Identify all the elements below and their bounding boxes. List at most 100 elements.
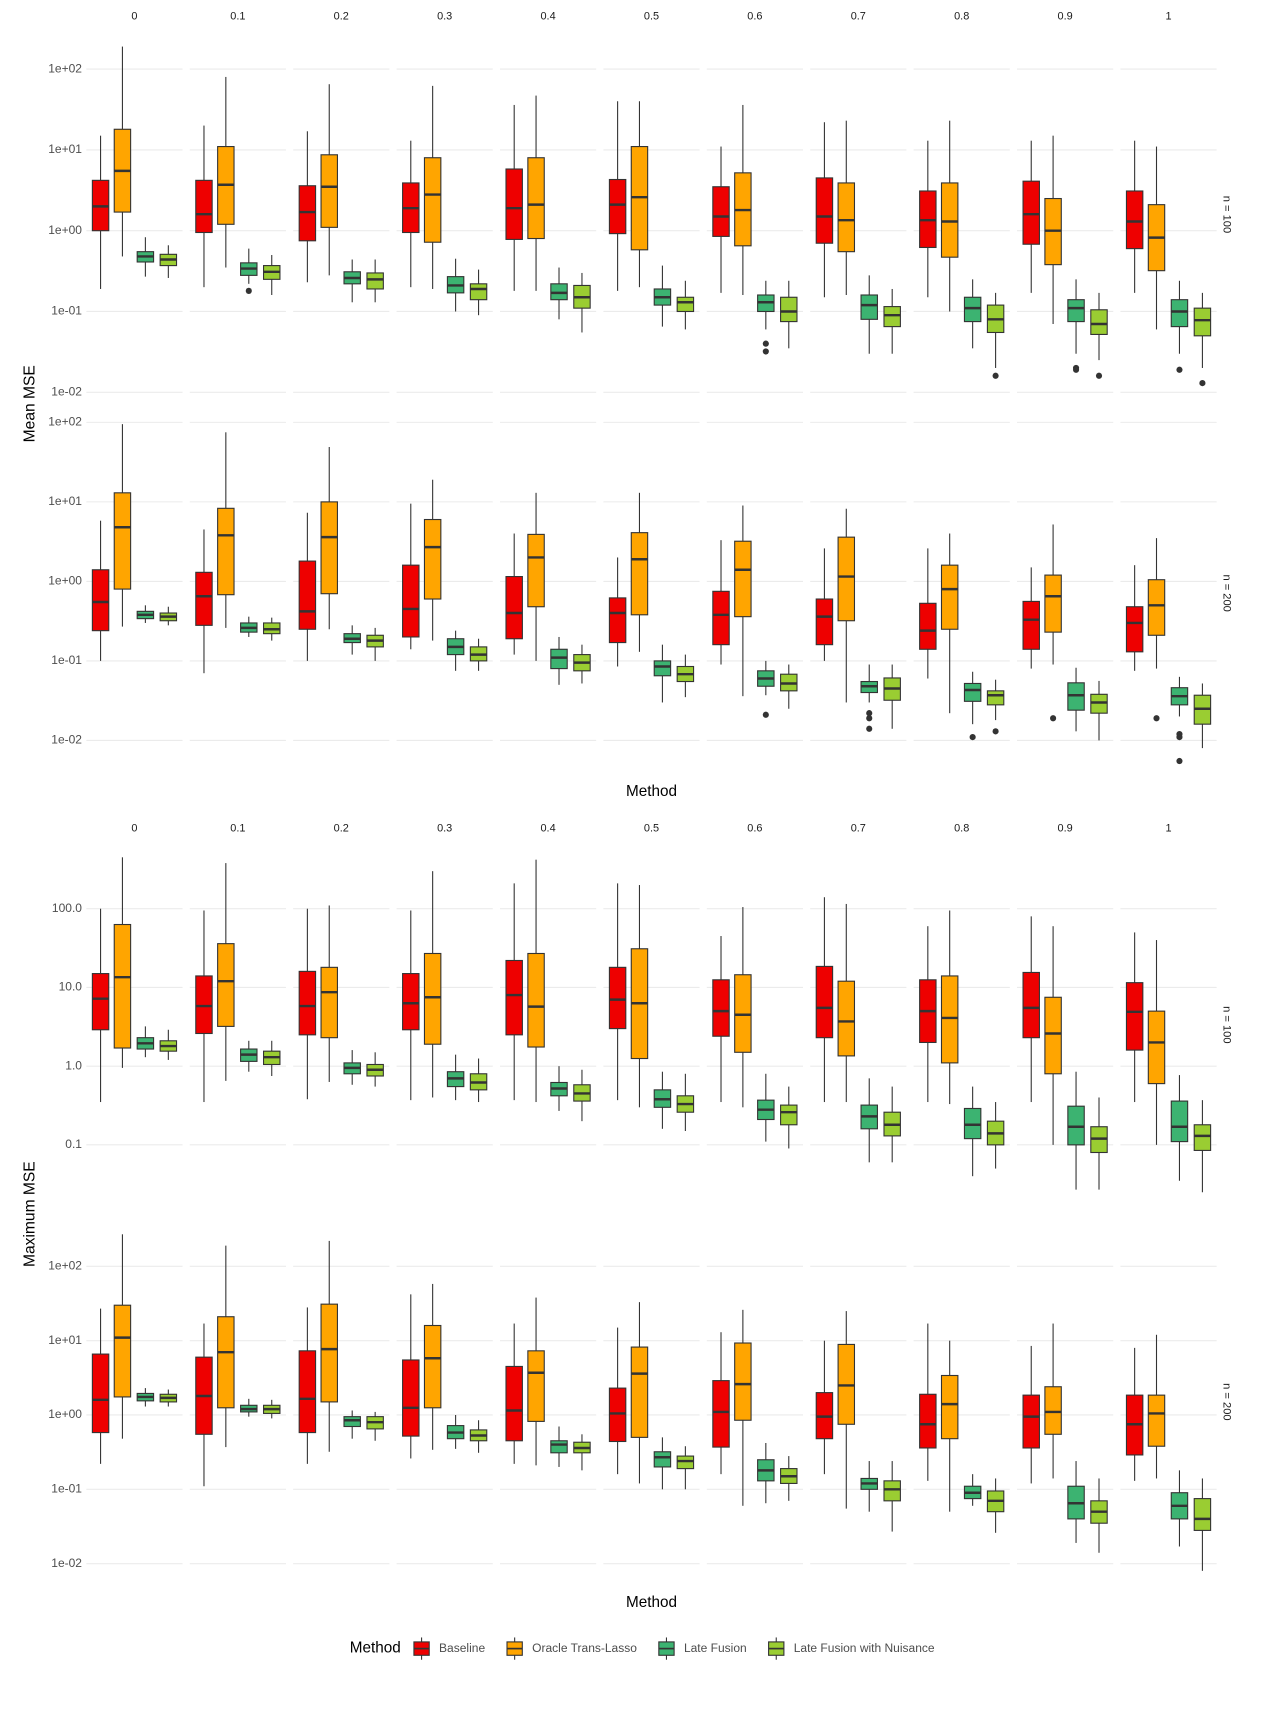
facet-label: 0.4 [540,11,555,23]
y-tick-label: 1.0 [65,1058,82,1072]
box [963,296,982,323]
outlier [245,287,252,294]
box [195,179,213,234]
y-tick-label: 1e-01 [51,304,82,318]
legend-item: Late Fusion [658,1637,747,1660]
facet-label: 0.1 [230,823,245,835]
box [712,979,730,1037]
box [1044,1386,1062,1435]
box [837,536,856,622]
box [1125,606,1144,653]
box [1125,190,1144,250]
box [527,1350,545,1422]
y-tick-label: 1e+01 [48,142,82,156]
box [608,1387,627,1443]
box [1067,299,1085,323]
y-tick-label: 1e-02 [51,384,82,398]
box [298,1350,317,1434]
box [1090,309,1108,335]
box [1022,971,1040,1039]
box [320,501,338,595]
facet-label: 0.3 [437,11,452,23]
facet-label: 0.8 [954,11,969,23]
row-strip-label: n = 100 [1221,1006,1233,1043]
box [712,590,730,646]
box [676,296,695,313]
box [734,540,752,618]
outlier [866,715,873,722]
outlier [866,710,873,717]
box [1170,299,1189,328]
outlier [1199,379,1206,387]
box [298,970,317,1036]
y-tick-label: 1e-02 [51,733,82,747]
box [113,923,132,1049]
box [630,1346,649,1438]
box [113,492,132,590]
box [940,182,959,258]
facet-label: 0.3 [437,823,452,835]
box [527,952,545,1048]
box [1170,1100,1189,1143]
facet-label: 0.9 [1058,11,1073,23]
box [1044,574,1062,633]
y-axis-title: Maximum MSE [22,1161,39,1267]
box [91,1353,110,1434]
box [919,1393,937,1449]
outlier [969,733,976,741]
box [113,1304,132,1398]
box [1193,1124,1212,1151]
facet-label: 0 [131,11,137,23]
outlier [1176,733,1183,741]
box [1067,682,1085,711]
facet-label: 0.9 [1058,823,1073,835]
box [1193,1498,1212,1531]
box [527,533,545,608]
box [1022,600,1040,650]
box [676,1455,695,1470]
facet-label: 0.6 [747,823,762,835]
row-strip-label: n = 200 [1221,1383,1233,1420]
box [919,602,937,650]
outlier [1176,366,1183,373]
y-tick-label: 0.1 [65,1137,82,1151]
legend-item: Late Fusion with Nuisance [768,1637,935,1660]
box [320,966,338,1039]
outlier [866,725,873,732]
outlier [762,340,769,347]
y-tick-label: 1e-01 [51,653,82,667]
facet-label: 0.2 [334,823,349,835]
y-tick-label: 1e+02 [48,415,82,429]
box [780,296,798,323]
box [469,283,488,301]
box [630,532,649,616]
box [883,1480,901,1502]
y-axis-title: Mean MSE [22,365,39,442]
y-tick-label: 1e-01 [51,1481,82,1495]
legend-label: Oracle Trans-Lasso [532,1641,637,1655]
box [860,294,878,320]
box [1022,180,1040,245]
legend-item: Oracle Trans-Lasso [506,1637,637,1660]
box [653,660,672,677]
legend-label: Late Fusion with Nuisance [794,1641,935,1655]
box [320,154,338,228]
box [963,682,982,702]
box [712,186,730,237]
box [1044,996,1062,1075]
box [780,1104,798,1126]
box [402,564,420,638]
y-tick-label: 1e+02 [48,1258,82,1272]
box [320,1303,338,1403]
box [402,973,420,1031]
y-tick-label: 10.0 [59,980,83,994]
outlier [1072,366,1080,373]
box [343,1416,361,1428]
box [734,1342,752,1421]
facet-label: 0.1 [230,11,245,23]
facet-label: 1 [1165,823,1171,835]
x-axis-title: Method [626,783,677,800]
outlier [1176,757,1183,765]
outlier [762,348,769,355]
facet-label: 0.5 [644,11,659,23]
